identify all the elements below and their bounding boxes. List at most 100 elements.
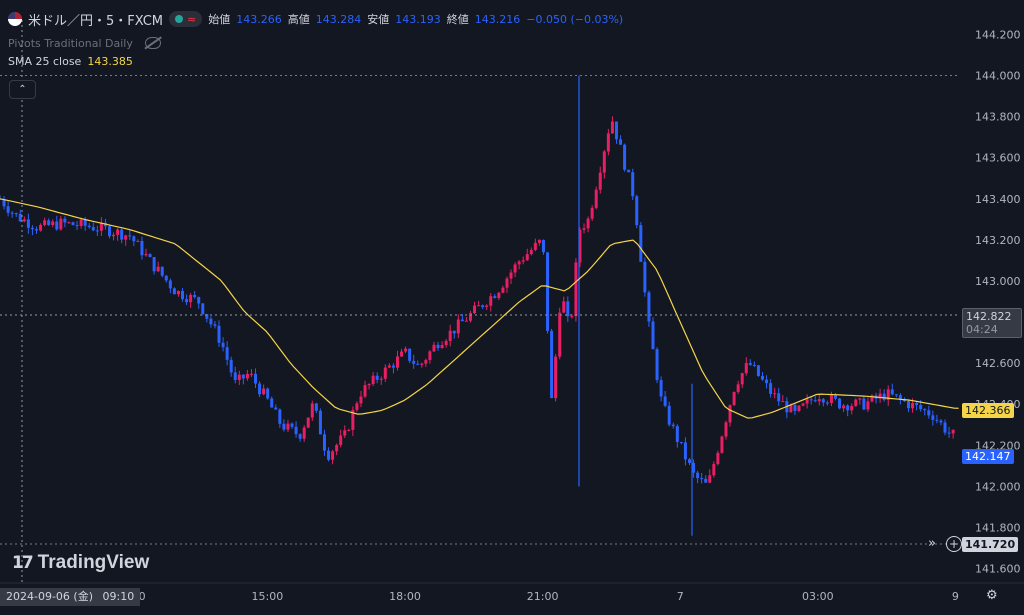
candle-body [95,230,99,232]
candle-body [221,342,225,348]
candle-body [493,296,497,299]
candle-body [2,198,6,207]
wave-icon: ≈ [187,12,197,26]
candle-body [185,299,189,303]
candle-body [817,399,821,402]
candle-body [602,151,606,173]
candle-body [659,380,663,397]
crosshair-price-tag: 142.822 04:24 [962,308,1022,338]
open-value: 143.266 [236,12,282,26]
x-tick-label: 03:00 [802,590,834,603]
candle-body [270,398,274,408]
candle-body [225,347,229,360]
candle-body [55,221,59,230]
sma-indicator-label[interactable]: SMA 25 close [8,54,82,68]
candle-body [71,222,75,226]
candle-body [529,250,533,255]
candle-body [63,218,67,223]
candle-body [513,264,517,273]
legend: 米ドル／円・5・FXCM ≈ 始値 143.266 高値 143.284 安値 143… [8,10,623,70]
candle-body [517,261,521,265]
chart-settings-gear-icon[interactable]: ⚙ [986,588,998,603]
candle-body [728,405,732,423]
add-alert-icon[interactable]: + [946,536,962,552]
symbol-title[interactable]: 米ドル／円・5・FXCM [28,13,164,29]
candle-body [505,278,509,288]
candle-body [318,410,322,435]
candle-body [923,409,927,411]
candle-body [160,266,164,276]
candle-body [359,396,363,404]
candle-body [197,297,201,304]
candle-body [124,235,128,240]
market-status-pill[interactable]: ≈ [169,11,203,27]
eye-hidden-icon[interactable] [144,37,161,49]
tradingview-logo: 𝟭𝟳 TradingView [12,552,149,574]
y-tick-label: 141.800 [975,522,1021,535]
candle-body [371,375,375,385]
candle-body [655,349,659,381]
candle-body [254,373,258,384]
candle-body [525,254,529,261]
scroll-to-realtime-icon[interactable]: » [928,536,936,551]
candle-body [209,318,213,325]
y-tick-label: 143.800 [975,111,1021,124]
candle-body [578,229,582,263]
crosshair-date: 2024-09-06 (金) [6,590,94,603]
candle-body [99,222,103,231]
candle-body [120,229,124,240]
candle-body [554,356,558,399]
candle-body [606,133,610,152]
candle-body [428,351,432,361]
x-tick-label: 21:00 [527,590,559,603]
collapse-legend-button[interactable]: ⌃ [9,80,36,99]
candle-body [858,398,862,400]
candle-body [136,241,140,243]
candle-body [704,478,708,483]
candle-body [375,375,379,380]
candle-body [765,379,769,384]
candle-body [294,426,298,435]
candle-body [870,395,874,402]
candle-body [781,401,785,403]
candle-body [927,410,931,416]
candle-body [894,394,898,396]
candle-body [395,356,399,368]
candle-body [452,330,456,334]
candle-body [343,430,347,436]
candle-body [278,409,282,424]
candle-body [898,395,902,400]
candle-body [481,305,485,307]
x-tick-label: 7 [677,590,684,603]
candle-body [712,464,716,476]
candle-body [805,399,809,404]
candle-body [172,288,176,295]
candle-body [821,399,825,403]
candle-body [201,303,205,315]
candle-body [331,451,335,460]
candle-body [643,261,647,293]
candle-body [249,373,253,375]
candle-body [574,262,578,317]
candle-body [647,292,651,322]
candle-body [189,294,193,303]
candle-body [736,384,740,392]
crosshair-price: 142.822 [966,310,1012,323]
y-tick-label: 142.600 [975,357,1021,370]
candle-body [696,472,700,479]
candle-body [412,360,416,364]
candle-body [537,239,541,243]
pivots-indicator-label[interactable]: Pivots Traditional Daily [8,36,133,50]
high-value: 143.284 [315,12,362,26]
candle-body [440,345,444,349]
candle-body [614,121,618,140]
candle-body [663,396,667,406]
candle-body [128,235,132,237]
candle-body [213,324,217,326]
candle-body [379,378,383,380]
candle-body [590,207,594,219]
candle-body [87,225,91,228]
candle-body [347,429,351,431]
candle-body [716,452,720,465]
